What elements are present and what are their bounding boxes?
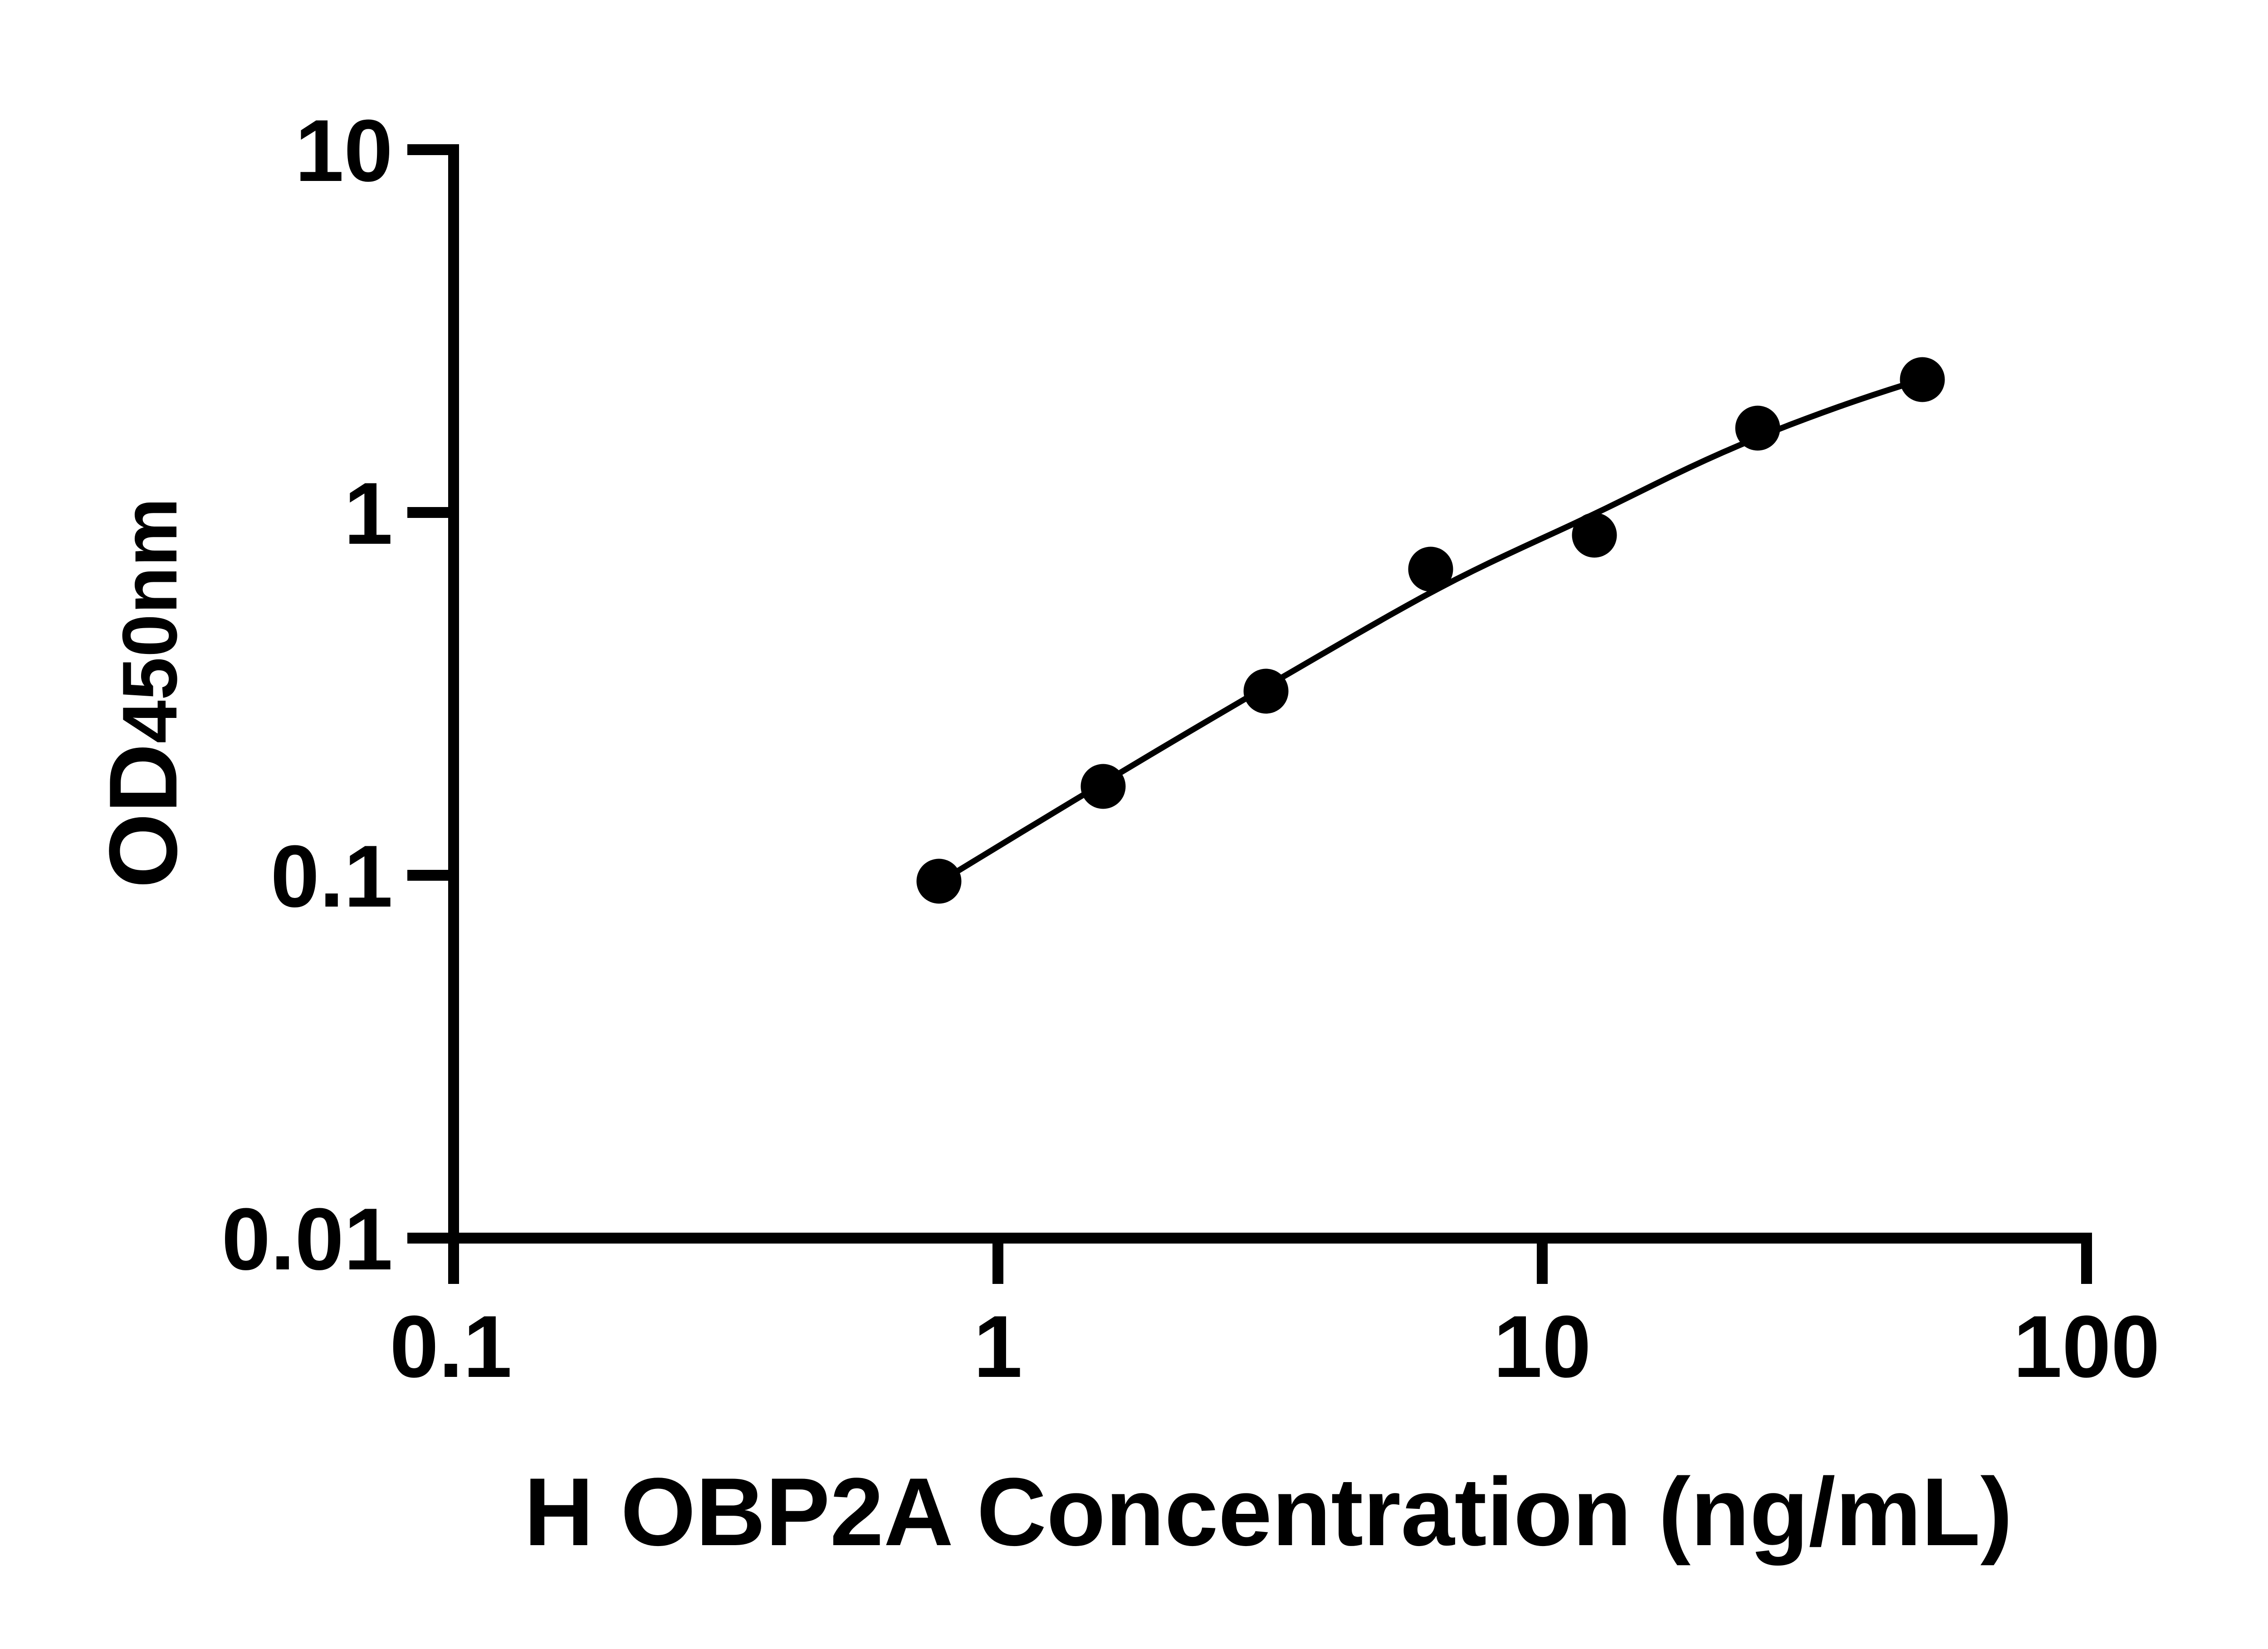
svg-text:0.1: 0.1 xyxy=(390,1298,512,1396)
svg-text:100: 100 xyxy=(2013,1298,2160,1396)
svg-text:H OBP2A Concentration (ng/mL): H OBP2A Concentration (ng/mL) xyxy=(524,1458,2013,1566)
svg-text:0.1: 0.1 xyxy=(270,827,393,926)
svg-text:10: 10 xyxy=(295,102,393,200)
svg-text:0.01: 0.01 xyxy=(221,1190,393,1288)
svg-text:1: 1 xyxy=(344,464,393,563)
svg-text:1: 1 xyxy=(973,1298,1022,1396)
svg-text:10: 10 xyxy=(1493,1298,1591,1396)
svg-text:OD450nm: OD450nm xyxy=(89,498,197,888)
